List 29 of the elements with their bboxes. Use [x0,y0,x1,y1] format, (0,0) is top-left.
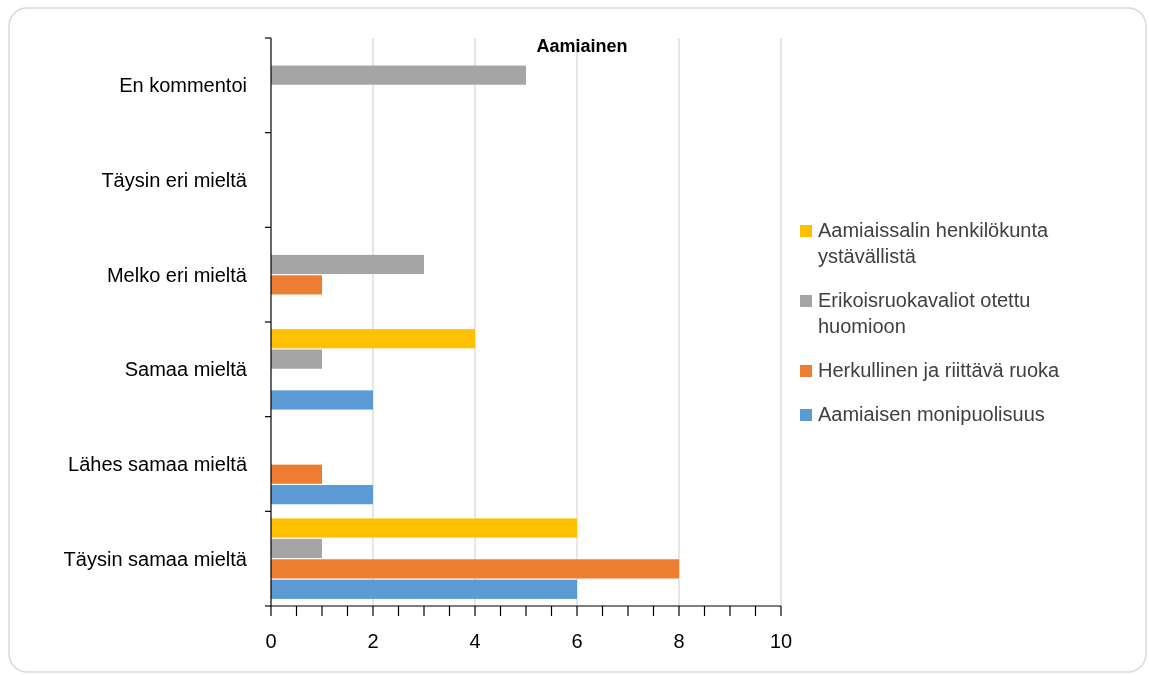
bar [271,275,322,295]
bar [271,559,679,579]
legend-label: Herkullinen ja riittävä ruoka [818,359,1061,381]
y-tick-label: Täysin samaa mieltä [63,547,248,570]
chart-title: Aamiainen [536,36,628,56]
bar [271,485,373,505]
bar [271,349,322,369]
x-tick-label: 0 [265,630,277,652]
y-tick-label: Täysin eri mieltä [101,169,248,191]
x-tick-label: 10 [769,630,793,652]
bar [271,390,373,410]
bar [271,65,526,85]
legend-label: Erikoisruokavaliot otettu huomioon [818,289,1031,337]
y-tick-label: Melko eri mieltä [106,263,248,286]
bar [271,464,322,484]
x-tick-label: 4 [469,630,481,652]
x-tick-label: 6 [571,630,583,652]
x-tick-label: 2 [367,630,379,652]
bar [271,329,475,349]
bar [271,538,322,559]
y-tick-label: Samaa mieltä [124,358,248,381]
y-tick-label: En kommentoi [119,74,247,97]
bar [271,579,577,599]
bar [271,254,424,275]
legend-label: Aamiaisen monipuolisuus [818,403,1045,425]
x-tick-label: 8 [673,630,685,652]
bar [271,518,577,538]
y-tick-label: Lähes samaa mieltä [68,453,248,475]
legend-label: Aamiaissalin henkilökunta ystävällistä [818,219,1049,267]
